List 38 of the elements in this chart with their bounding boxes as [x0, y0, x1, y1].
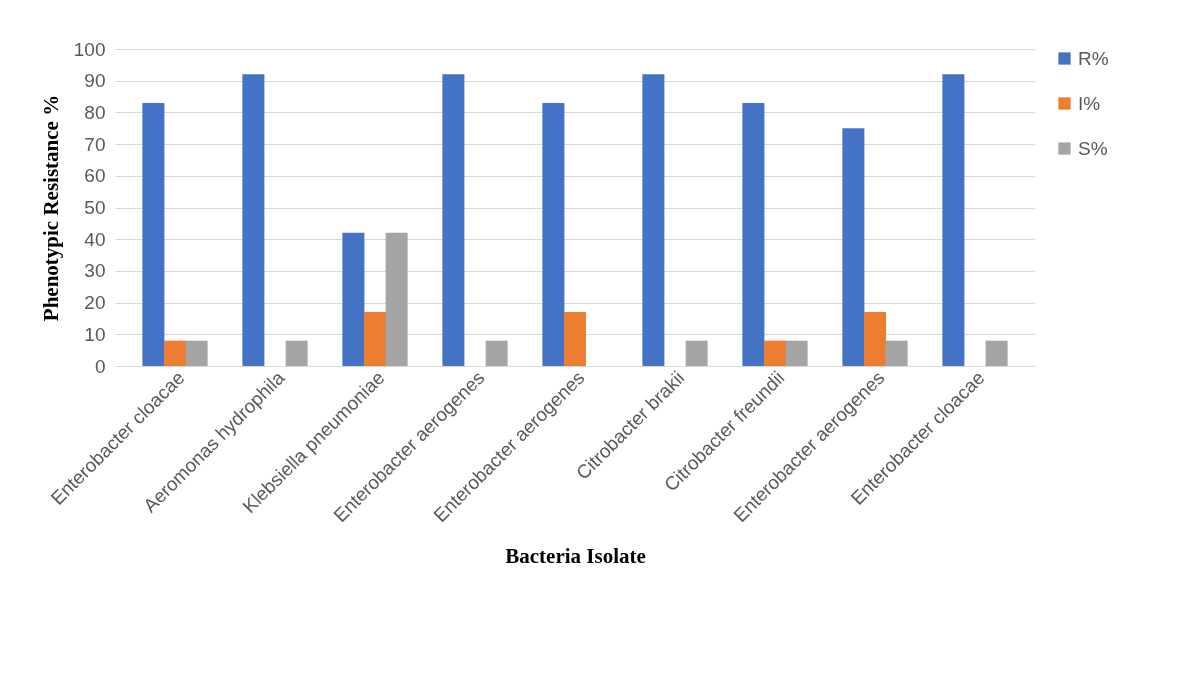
- y-tick-label: 40: [84, 228, 106, 250]
- bar: [285, 340, 308, 366]
- bar: [985, 340, 1008, 366]
- legend-label: I%: [1078, 92, 1101, 114]
- bar: [485, 340, 508, 366]
- bar: [864, 312, 886, 366]
- bar: [842, 128, 865, 366]
- bar: [642, 74, 665, 366]
- y-tick-label: 20: [84, 292, 106, 314]
- legend-label: S%: [1078, 137, 1108, 159]
- y-tick-label: 10: [84, 323, 106, 345]
- y-tick-label: 70: [84, 133, 106, 155]
- bar: [342, 232, 365, 366]
- y-tick-label: 0: [94, 355, 106, 377]
- y-axis-title: Phenotypic Resistance %: [38, 94, 63, 322]
- bar: [142, 102, 165, 366]
- bar: [885, 340, 908, 366]
- bar: [785, 340, 808, 366]
- bar: [164, 340, 186, 366]
- y-tick-label: 30: [84, 260, 106, 282]
- y-tick-label: 90: [84, 70, 106, 92]
- bar: [542, 102, 565, 366]
- bar: [742, 102, 765, 366]
- bar: [364, 312, 386, 366]
- legend-label: R%: [1078, 47, 1109, 69]
- bar: [764, 340, 786, 366]
- y-tick-label: 100: [73, 38, 106, 60]
- y-tick-label: 80: [84, 101, 106, 123]
- bar: [385, 232, 408, 366]
- bar: [564, 312, 586, 366]
- y-tick-label: 60: [84, 165, 106, 187]
- bar: [942, 74, 965, 366]
- x-axis-title: Bacteria Isolate: [505, 544, 646, 569]
- bar: [685, 340, 708, 366]
- bar: [242, 74, 265, 366]
- bar: [185, 340, 208, 366]
- bar: [442, 74, 465, 366]
- y-tick-label: 50: [84, 197, 106, 218]
